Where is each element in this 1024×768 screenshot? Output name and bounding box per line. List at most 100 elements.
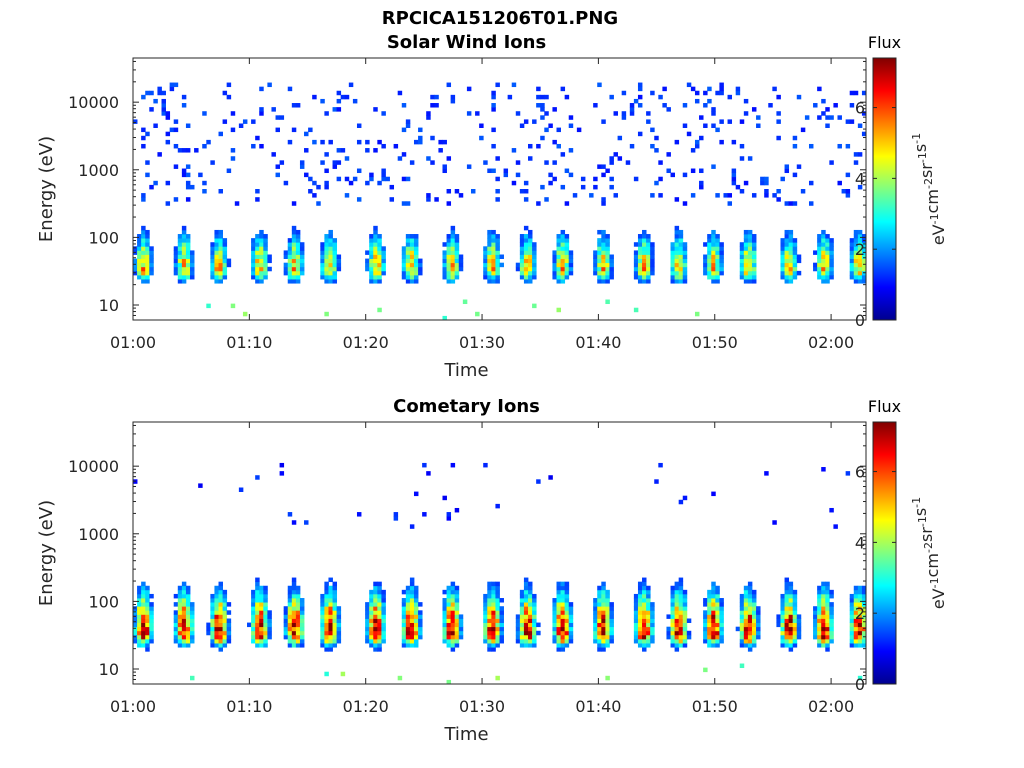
flux-cell bbox=[251, 614, 256, 619]
flux-cell bbox=[747, 254, 753, 259]
flux-cell bbox=[532, 254, 537, 259]
flux-cell bbox=[719, 638, 724, 644]
flux-cell bbox=[259, 111, 264, 116]
flux-cell bbox=[532, 258, 537, 264]
flux-cell bbox=[173, 602, 179, 607]
flux-cell bbox=[409, 160, 415, 165]
flux-cell bbox=[711, 626, 716, 632]
flux-cell bbox=[255, 189, 260, 194]
flux-cell bbox=[181, 250, 187, 255]
flux-cell bbox=[601, 197, 606, 202]
flux-cell bbox=[642, 274, 647, 280]
flux-cell bbox=[650, 602, 655, 607]
flux-cell bbox=[560, 638, 566, 644]
flux-cell bbox=[593, 614, 598, 619]
flux-cell bbox=[829, 262, 834, 268]
flux-cell bbox=[637, 626, 643, 632]
flux-cell bbox=[450, 598, 456, 603]
flux-cell bbox=[654, 135, 659, 141]
flux-cell bbox=[133, 610, 138, 615]
flux-cell bbox=[373, 606, 378, 611]
flux-cell bbox=[821, 467, 826, 472]
flux-cell bbox=[678, 258, 684, 264]
flux-cell bbox=[328, 246, 333, 251]
figure-title: RPCICA151206T01.PNG bbox=[382, 8, 618, 29]
flux-cell bbox=[719, 86, 724, 92]
flux-cell bbox=[210, 242, 215, 247]
flux-cell bbox=[719, 618, 724, 623]
flux-cell bbox=[149, 593, 154, 599]
flux-cell bbox=[145, 622, 150, 628]
x-tick-label: 01:30 bbox=[459, 697, 505, 716]
flux-cell bbox=[735, 184, 741, 190]
flux-cell bbox=[519, 610, 525, 615]
flux-cell bbox=[442, 270, 447, 276]
flux-cell bbox=[674, 602, 680, 607]
flux-cell bbox=[377, 585, 382, 591]
flux-cell bbox=[495, 503, 500, 509]
flux-cell bbox=[564, 585, 570, 591]
flux-cell bbox=[185, 123, 191, 128]
flux-cell bbox=[324, 184, 329, 190]
flux-cell bbox=[674, 254, 680, 259]
flux-cell bbox=[369, 630, 374, 636]
flux-cell bbox=[576, 127, 582, 133]
flux-cell bbox=[287, 626, 293, 632]
flux-cell bbox=[454, 638, 460, 644]
flux-cell bbox=[674, 270, 680, 276]
flux-cell bbox=[715, 274, 720, 280]
flux-cell bbox=[633, 250, 639, 255]
flux-cell bbox=[540, 135, 545, 141]
flux-cell bbox=[377, 262, 382, 268]
flux-cell bbox=[373, 238, 378, 243]
flux-cell bbox=[593, 630, 598, 636]
flux-cell bbox=[817, 234, 822, 239]
flux-cell bbox=[637, 242, 643, 247]
flux-cell bbox=[446, 254, 452, 259]
flux-cell bbox=[214, 610, 219, 615]
flux-cell bbox=[369, 262, 374, 268]
flux-cell bbox=[817, 618, 822, 623]
flux-cell bbox=[556, 610, 561, 615]
flux-cell bbox=[593, 622, 598, 628]
flux-cell bbox=[218, 266, 223, 272]
flux-cell bbox=[593, 184, 598, 190]
flux-cell bbox=[662, 103, 667, 108]
flux-cell bbox=[137, 614, 142, 619]
flux-cell bbox=[857, 630, 863, 636]
flux-cell bbox=[255, 274, 260, 280]
flux-cell bbox=[751, 634, 757, 640]
flux-cell bbox=[674, 606, 680, 611]
flux-cell bbox=[491, 270, 496, 276]
flux-cell bbox=[609, 610, 614, 615]
flux-cell bbox=[674, 197, 680, 202]
flux-cell bbox=[751, 606, 757, 611]
flux-cell bbox=[299, 246, 305, 251]
flux-cell bbox=[849, 270, 855, 276]
flux-cell bbox=[633, 307, 639, 313]
flux-cell bbox=[711, 270, 716, 276]
flux-cell bbox=[597, 254, 602, 259]
flux-cell bbox=[275, 164, 280, 169]
flux-cell bbox=[772, 520, 777, 525]
flux-cell bbox=[646, 279, 651, 284]
flux-cell bbox=[646, 242, 651, 247]
flux-cell bbox=[857, 184, 863, 190]
flux-cell bbox=[609, 618, 614, 623]
flux-cell bbox=[263, 602, 268, 607]
flux-cell bbox=[320, 258, 325, 264]
flux-cell bbox=[674, 238, 680, 243]
flux-cell bbox=[340, 94, 346, 100]
flux-cell bbox=[409, 238, 415, 243]
flux-cell bbox=[556, 254, 561, 259]
flux-cell bbox=[845, 471, 851, 476]
flux-cell bbox=[784, 270, 790, 276]
flux-cell bbox=[190, 602, 195, 607]
flux-cell bbox=[446, 679, 452, 685]
flux-cell bbox=[259, 618, 264, 623]
flux-cell bbox=[528, 279, 533, 284]
flux-cell bbox=[377, 234, 382, 239]
flux-cell bbox=[430, 94, 435, 100]
flux-cell bbox=[703, 262, 708, 268]
flux-cell bbox=[515, 111, 521, 116]
